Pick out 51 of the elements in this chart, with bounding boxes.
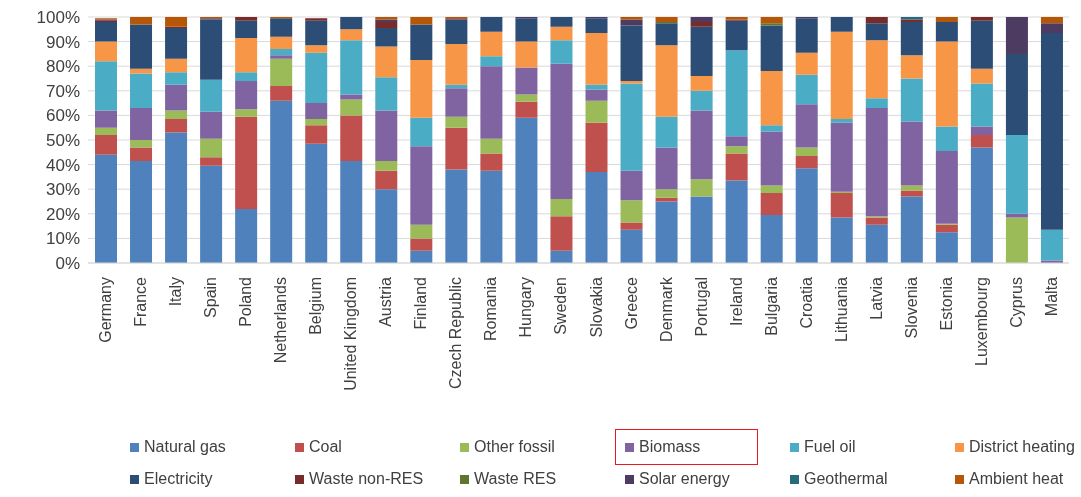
- x-tick-label: Estonia: [937, 276, 955, 331]
- x-tick-label: Austria: [377, 276, 395, 327]
- legend-label: Fuel oil: [804, 438, 856, 456]
- y-tick-label: 70%: [45, 81, 80, 101]
- x-tick-label: Belgium: [307, 277, 325, 335]
- x-tick-label: Bulgaria: [762, 276, 780, 336]
- y-tick-label: 20%: [45, 204, 80, 224]
- legend-label: Solar energy: [639, 470, 730, 488]
- x-tick-label: Lithuania: [832, 276, 850, 342]
- x-tick-label: Spain: [202, 277, 220, 318]
- legend-label: Waste non-RES: [309, 470, 424, 488]
- x-tick-label: Luxembourg: [972, 277, 990, 366]
- legend-label: Biomass: [639, 438, 701, 456]
- legend-label: Coal: [309, 438, 342, 456]
- x-tick-label: Denmark: [657, 276, 675, 342]
- x-tick-label: Italy: [167, 277, 185, 307]
- x-tick-label: Portugal: [692, 277, 710, 337]
- x-tick-label: Romania: [482, 276, 500, 342]
- x-tick-label: Croatia: [797, 276, 815, 329]
- y-tick-label: 0%: [55, 254, 80, 274]
- x-tick-label: Latvia: [867, 276, 885, 320]
- y-tick-label: 40%: [45, 155, 80, 175]
- legend-label: Other fossil: [474, 438, 555, 456]
- x-tick-label: Slovenia: [902, 276, 920, 339]
- legend-label: Natural gas: [144, 438, 226, 456]
- legend-label: District heating: [969, 438, 1075, 456]
- y-tick-label: 80%: [45, 57, 80, 77]
- y-tick-label: 30%: [45, 180, 80, 200]
- legend-label: Waste RES: [474, 470, 557, 488]
- x-tick-label: Germany: [97, 277, 115, 343]
- x-tick-label: Cyprus: [1007, 277, 1025, 328]
- y-tick-label: 10%: [45, 229, 80, 249]
- x-tick-label: Netherlands: [272, 277, 290, 364]
- y-tick-label: 90%: [45, 32, 80, 52]
- legend-label: Geothermal: [804, 470, 888, 488]
- legend-label: Electricity: [144, 470, 213, 488]
- y-tick-label: 60%: [45, 106, 80, 126]
- x-tick-label: United Kingdom: [342, 277, 360, 391]
- legend-label: Ambient heat: [969, 470, 1064, 488]
- y-tick-label: 50%: [45, 131, 80, 151]
- x-tick-label: Finland: [412, 277, 430, 330]
- y-tick-label: 100%: [36, 8, 80, 28]
- x-tick-label: Poland: [237, 277, 255, 327]
- x-tick-label: Malta: [1042, 276, 1060, 317]
- x-tick-label: Czech Republic: [447, 277, 465, 390]
- x-tick-label: Hungary: [517, 277, 535, 338]
- x-tick-label: Ireland: [727, 277, 745, 326]
- x-tick-label: Slovakia: [587, 276, 605, 338]
- x-tick-label: Greece: [622, 276, 640, 330]
- x-tick-label: Sweden: [552, 277, 570, 335]
- x-tick-label: France: [132, 276, 150, 327]
